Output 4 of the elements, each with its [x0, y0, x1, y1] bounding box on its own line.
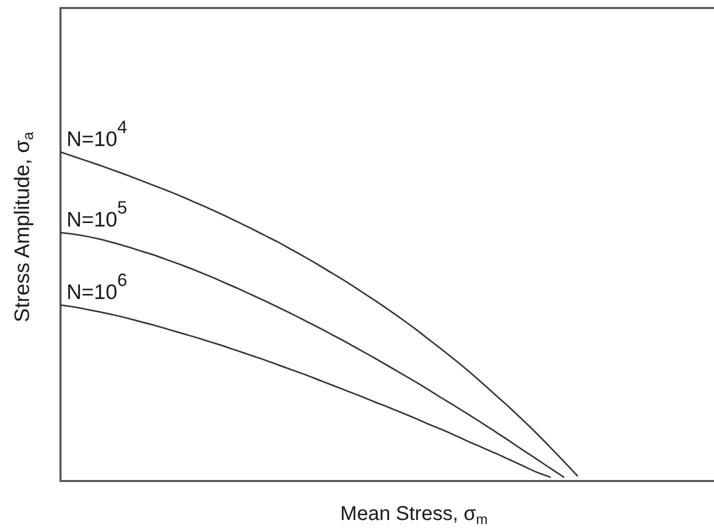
series-label: N=10$^{6}$	[66, 270, 128, 304]
x-axis-title: Mean Stress, σ$_{m}$	[340, 503, 488, 528]
series-label: N=10$^{5}$	[66, 197, 128, 232]
series-label: N=10$^{4}$	[66, 116, 128, 151]
